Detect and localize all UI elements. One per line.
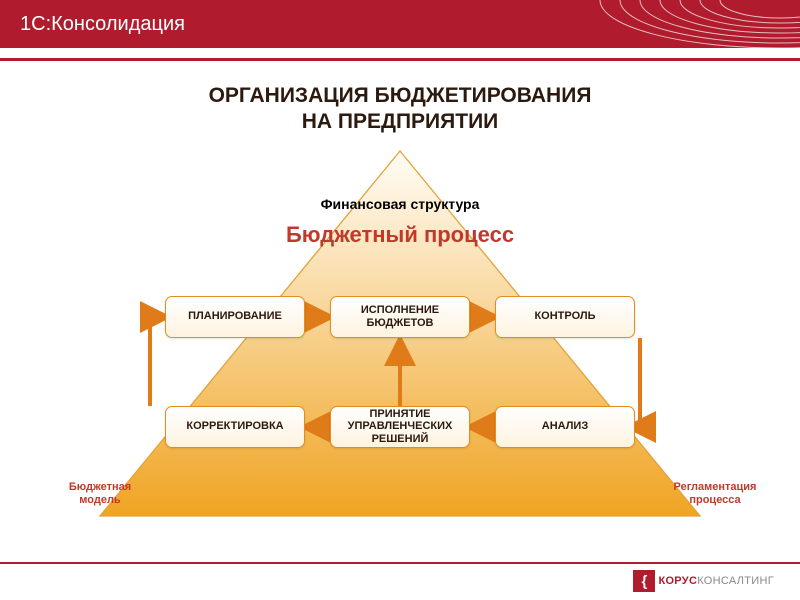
budget-process-label: Бюджетный процесс bbox=[0, 222, 800, 248]
left-side-l2: модель bbox=[79, 494, 120, 506]
page-title-line1: ОРГАНИЗАЦИЯ БЮДЖЕТИРОВАНИЯ bbox=[209, 84, 592, 107]
page-title: ОРГАНИЗАЦИЯ БЮДЖЕТИРОВАНИЯ НА ПРЕДПРИЯТИ… bbox=[0, 83, 800, 136]
footer-logo: { КОРУС КОНСАЛТИНГ bbox=[633, 570, 774, 592]
budget-process-diagram: Финансовая структура Бюджетный процесс П… bbox=[0, 146, 800, 526]
node-execution: ИСПОЛНЕНИЕ БЮДЖЕТОВ bbox=[330, 296, 470, 338]
node-planning: ПЛАНИРОВАНИЕ bbox=[165, 296, 305, 338]
node-analysis-label: АНАЛИЗ bbox=[542, 420, 588, 433]
right-side-label: Регламентация процесса bbox=[660, 481, 770, 507]
left-side-l1: Бюджетная bbox=[69, 481, 131, 493]
financial-structure-label: Финансовая структура bbox=[0, 196, 800, 212]
header-pattern bbox=[580, 0, 800, 80]
node-decisions-label: ПРИНЯТИЕ УПРАВЛЕНЧЕСКИХ РЕШЕНИЙ bbox=[337, 408, 463, 446]
node-planning-label: ПЛАНИРОВАНИЕ bbox=[188, 310, 282, 323]
right-side-l2: процесса bbox=[689, 494, 740, 506]
node-control: КОНТРОЛЬ bbox=[495, 296, 635, 338]
node-analysis: АНАЛИЗ bbox=[495, 406, 635, 448]
logo-mark-icon: { bbox=[633, 570, 655, 592]
node-correction-label: КОРРЕКТИРОВКА bbox=[186, 420, 283, 433]
node-correction: КОРРЕКТИРОВКА bbox=[165, 406, 305, 448]
node-decisions: ПРИНЯТИЕ УПРАВЛЕНЧЕСКИХ РЕШЕНИЙ bbox=[330, 406, 470, 448]
left-side-label: Бюджетная модель bbox=[55, 481, 145, 507]
header-band: 1С:Консолидация bbox=[0, 0, 800, 48]
right-side-l1: Регламентация bbox=[674, 481, 757, 493]
page-title-line2: НА ПРЕДПРИЯТИИ bbox=[302, 110, 499, 133]
node-control-label: КОНТРОЛЬ bbox=[534, 310, 595, 323]
logo-text-bold: КОРУС bbox=[658, 575, 697, 587]
header-title: 1С:Консолидация bbox=[20, 13, 185, 36]
node-execution-label: ИСПОЛНЕНИЕ БЮДЖЕТОВ bbox=[337, 304, 463, 329]
footer: { КОРУС КОНСАЛТИНГ bbox=[0, 562, 800, 600]
logo-text-light: КОНСАЛТИНГ bbox=[697, 575, 774, 587]
footer-line bbox=[0, 562, 800, 564]
